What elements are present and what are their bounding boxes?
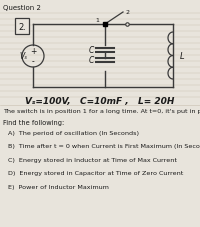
Text: -: - (32, 57, 34, 66)
Text: A)  The period of oscillation (In Seconds): A) The period of oscillation (In Seconds… (8, 131, 139, 135)
Text: C: C (88, 56, 94, 65)
Text: The switch is in position 1 for a long time. At t=0, it's put in position 2.: The switch is in position 1 for a long t… (3, 109, 200, 114)
Text: 1: 1 (95, 17, 99, 22)
Text: 2: 2 (126, 10, 130, 15)
Text: D)  Energy stored in Capacitor at Time of Zero Current: D) Energy stored in Capacitor at Time of… (8, 171, 183, 176)
Text: C)  Energy stored in Inductor at Time of Max Current: C) Energy stored in Inductor at Time of … (8, 157, 177, 162)
Text: L: L (180, 52, 184, 61)
Text: Find the following:: Find the following: (3, 119, 64, 126)
Text: Vₛ: Vₛ (19, 52, 27, 61)
Text: Vₛ=100V,   C=10mF ,   L= 20H: Vₛ=100V, C=10mF , L= 20H (25, 96, 175, 106)
Text: E)  Power of Inductor Maximum: E) Power of Inductor Maximum (8, 184, 109, 189)
Text: Question 2: Question 2 (3, 5, 41, 11)
Text: C: C (88, 46, 94, 55)
Text: 2.: 2. (18, 22, 26, 31)
Text: +: + (30, 47, 36, 56)
Text: B)  Time after t = 0 when Current is First Maximum (In Seconds): B) Time after t = 0 when Current is Firs… (8, 144, 200, 149)
